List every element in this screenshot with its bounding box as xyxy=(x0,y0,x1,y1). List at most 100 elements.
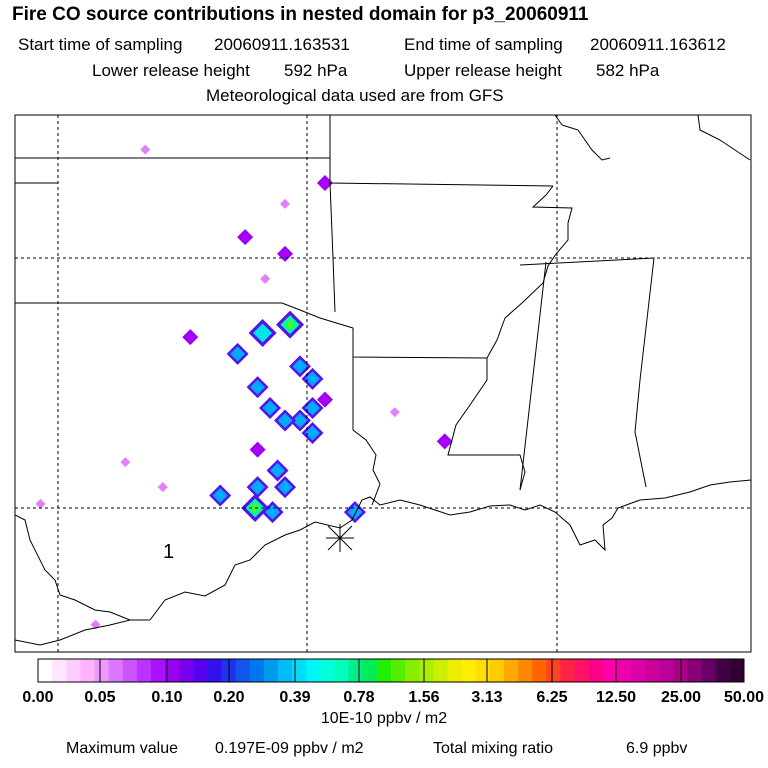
plume-cell xyxy=(277,245,294,262)
plume-cell xyxy=(237,229,254,246)
plume-cell xyxy=(274,409,297,432)
colorbar-swatch xyxy=(631,659,646,682)
plume-cell xyxy=(260,273,271,284)
colorbar-tick-label: 0.78 xyxy=(343,689,374,706)
state-border xyxy=(352,357,381,506)
colorbar-swatch xyxy=(588,659,604,682)
plume-cell xyxy=(157,482,168,493)
colorbar-swatch xyxy=(376,659,392,682)
colorbar-swatch xyxy=(503,659,519,682)
colorbar-swatch xyxy=(362,659,378,682)
release-label: 1 xyxy=(163,541,174,563)
plume-cell xyxy=(261,501,284,524)
colorbar-swatch xyxy=(419,659,434,682)
total-mixing-label: Total mixing ratio xyxy=(433,740,554,757)
colorbar-frame xyxy=(37,658,745,683)
colorbar-tick-label: 6.25 xyxy=(536,689,567,706)
colorbar-swatch xyxy=(235,659,251,682)
boundaries-layer xyxy=(15,115,751,646)
colorbar-tick-labels: 0.00 0.05 0.10 0.20 0.39 0.78 1.56 3.13 6.25 12.5… xyxy=(22,689,764,706)
plume-cell xyxy=(140,144,151,155)
colorbar-swatch xyxy=(574,659,590,682)
plume-cell xyxy=(120,457,131,468)
colorbar-units: 10E-10 ppbv / m2 xyxy=(320,710,448,727)
colorbar-tick-label: 12.50 xyxy=(596,689,636,706)
colorbar-tick-label: 0.00 xyxy=(22,689,53,706)
colorbar-tick-label: 3.13 xyxy=(471,689,502,706)
colorbar-swatch xyxy=(659,659,674,682)
plume-cell xyxy=(436,433,453,450)
colorbar-swatch xyxy=(489,659,505,682)
colorbar-swatch xyxy=(518,659,533,682)
colorbar-swatch xyxy=(108,659,124,682)
colorbar-swatch xyxy=(348,659,364,682)
plume-cell xyxy=(35,498,46,509)
colorbar-swatch xyxy=(447,659,462,682)
colorbar-swatch xyxy=(122,659,138,682)
plume-cell xyxy=(276,310,305,339)
met-data-line: Meteorological data used are from GFS xyxy=(206,86,504,105)
plume-cell xyxy=(246,376,269,399)
colorbar-swatch xyxy=(150,659,166,682)
state-border xyxy=(486,185,573,359)
plume-cell xyxy=(289,355,312,378)
state-border xyxy=(519,261,547,491)
plume-cell xyxy=(209,484,232,507)
map-frame xyxy=(14,114,752,653)
plume-cell xyxy=(289,409,312,432)
state-border xyxy=(554,115,611,161)
map-title: Fire CO source contributions in nested d… xyxy=(12,4,589,25)
colorbar-tick-label: 0.10 xyxy=(151,689,182,706)
state-border xyxy=(697,115,751,161)
plume-cell xyxy=(316,175,333,191)
coastline xyxy=(15,514,150,621)
colorbar-swatch xyxy=(546,659,561,682)
colorbar-swatch xyxy=(94,659,109,682)
upper-release-label: Upper release height xyxy=(404,61,562,80)
lower-release-value: 592 hPa xyxy=(284,61,348,80)
colorbar-swatch xyxy=(136,659,152,682)
max-value-label: Maximum value xyxy=(66,740,179,757)
colorbar-swatch xyxy=(461,659,477,682)
colorbar-swatch xyxy=(207,659,222,682)
colorbar-swatch xyxy=(602,659,618,682)
colorbar-tick-label: 0.05 xyxy=(84,689,115,706)
colorbar-tick-label: 1.56 xyxy=(408,689,439,706)
plume-cell xyxy=(249,441,266,458)
colorbar-tick-label: 0.20 xyxy=(213,689,244,706)
colorbar-swatch xyxy=(38,659,53,682)
colorbar-swatch xyxy=(405,659,420,682)
upper-release-value: 582 hPa xyxy=(596,61,660,80)
colorbar-tick-label: 50.00 xyxy=(724,689,764,706)
colorbar-swatch xyxy=(645,659,660,682)
start-time-value: 20060911.163531 xyxy=(214,35,350,54)
end-time-value: 20060911.163612 xyxy=(590,35,726,54)
max-value: 0.197E-09 ppbv / m2 xyxy=(215,740,364,757)
state-border xyxy=(15,302,488,359)
plume-cell xyxy=(301,397,324,419)
colorbar-swatch xyxy=(193,659,208,682)
colorbar-swatch xyxy=(320,659,335,682)
plume-cell xyxy=(316,391,333,408)
start-time-label: Start time of sampling xyxy=(18,35,183,54)
colorbar-swatch xyxy=(715,659,731,682)
plume-cell xyxy=(226,342,249,365)
colorbar-swatch xyxy=(729,659,745,682)
total-mixing-value: 6.9 ppbv xyxy=(626,740,688,757)
state-border xyxy=(519,257,655,488)
colorbar-swatches xyxy=(38,659,745,682)
colorbar-swatch xyxy=(433,659,448,682)
colorbar-swatch xyxy=(701,659,717,682)
colorbar-swatch xyxy=(334,659,350,682)
lat-lon-grid xyxy=(15,115,751,652)
colorbar-swatch xyxy=(560,659,575,682)
state-border xyxy=(447,358,526,491)
colorbar-swatch xyxy=(616,659,632,682)
plume-cell xyxy=(246,476,269,499)
coastline xyxy=(15,619,131,646)
colorbar-swatch xyxy=(306,659,321,682)
colorbar-swatch xyxy=(292,659,307,682)
colorbar-tick-label: 25.00 xyxy=(661,689,701,706)
plume-cell xyxy=(274,476,297,499)
colorbar-swatch xyxy=(66,659,81,682)
